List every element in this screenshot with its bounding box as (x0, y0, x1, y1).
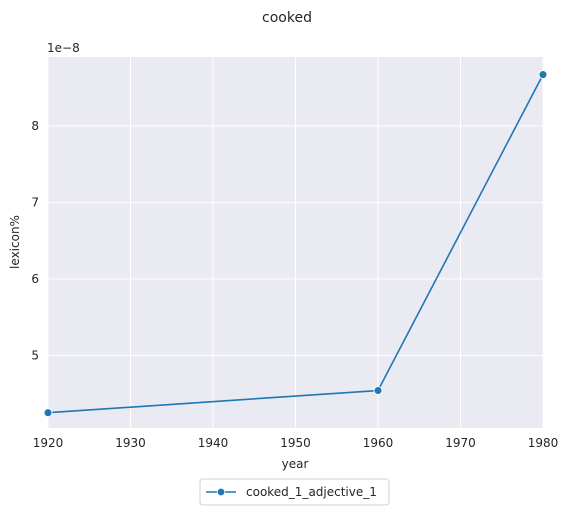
chart-title: cooked (262, 10, 312, 26)
x-tick-label: 1940 (198, 436, 229, 450)
x-tick-label: 1980 (528, 436, 559, 450)
legend-label: cooked_1_adjective_1 (246, 485, 377, 499)
y-gridlines (48, 125, 543, 356)
y-axis-label: lexicon% (8, 215, 22, 269)
legend: cooked_1_adjective_1 (199, 478, 390, 506)
data-point (373, 386, 383, 395)
x-tick-label: 1920 (33, 436, 64, 450)
data-point (43, 408, 53, 418)
series-layer (43, 70, 548, 418)
x-tick-label: 1950 (280, 436, 311, 450)
legend-box (199, 478, 390, 506)
y-tick-label: 6 (31, 272, 39, 286)
x-tick-label: 1960 (363, 436, 394, 450)
y-tick-label: 8 (31, 119, 39, 133)
y-offset-label: 1e−8 (47, 41, 80, 55)
y-tick-label: 5 (31, 348, 39, 362)
data-point (538, 70, 548, 80)
x-tick-label: 1970 (445, 436, 476, 450)
x-axis-label: year (282, 457, 309, 471)
y-tick-labels: 5 6 7 8 (31, 119, 39, 362)
x-gridlines (47, 57, 544, 428)
legend-marker (216, 487, 226, 497)
x-tick-labels: 1920 1930 1940 1950 1960 1970 1980 (33, 436, 559, 450)
x-tick-label: 1930 (115, 436, 146, 450)
y-tick-label: 7 (31, 195, 39, 209)
